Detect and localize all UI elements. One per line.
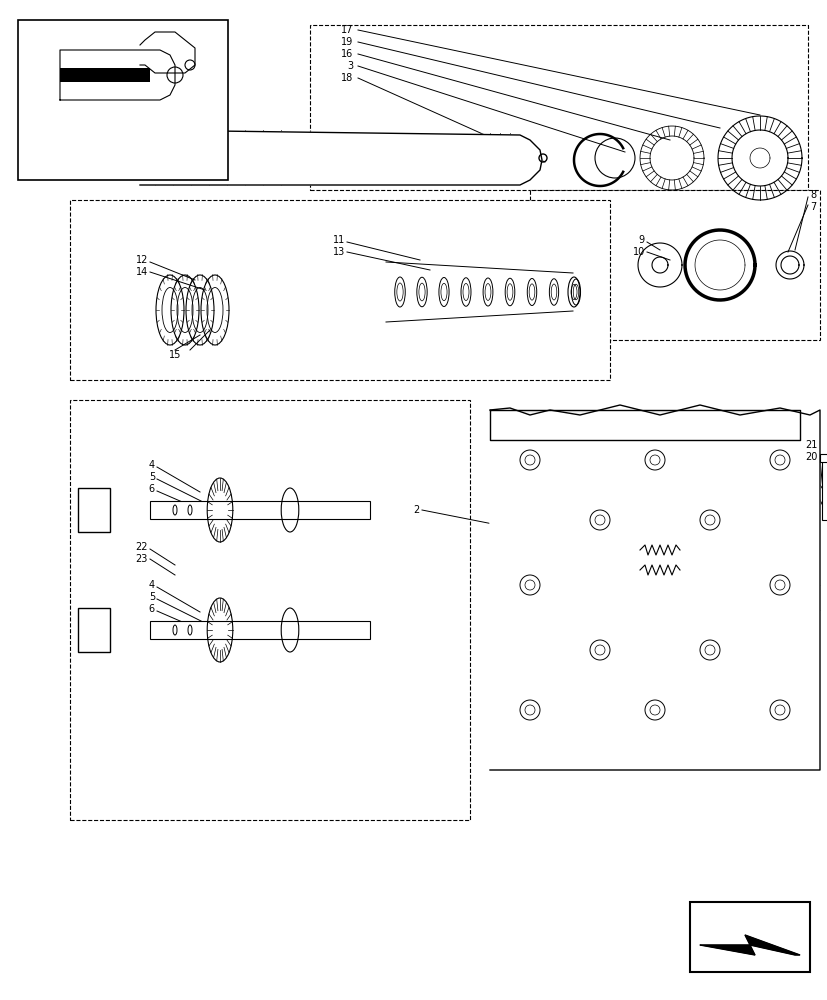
Text: 4: 4 [149, 460, 155, 470]
Text: 6: 6 [149, 484, 155, 494]
Bar [60, 68, 150, 82]
Bar [819, 454, 827, 462]
Polygon shape [140, 130, 542, 185]
Text: 10: 10 [632, 247, 644, 257]
Text: 19: 19 [341, 37, 352, 47]
Bar [821, 460, 827, 520]
Bar [78, 608, 110, 652]
Text: 16: 16 [341, 49, 352, 59]
Text: 11: 11 [332, 235, 345, 245]
Text: 17: 17 [340, 25, 352, 35]
Text: 9: 9 [638, 235, 644, 245]
Bar [70, 200, 609, 380]
Text: 21: 21 [804, 440, 816, 450]
Text: 15: 15 [169, 350, 181, 360]
Text: 5: 5 [149, 472, 155, 482]
Text: 24: 24 [88, 625, 100, 635]
Bar [689, 902, 809, 972]
Text: 14: 14 [136, 267, 148, 277]
Bar [78, 488, 110, 532]
Text: 23: 23 [136, 554, 148, 564]
Bar [150, 621, 370, 639]
Bar [529, 190, 819, 340]
Text: 4: 4 [149, 580, 155, 590]
Polygon shape [699, 935, 799, 955]
Text: 7: 7 [809, 202, 815, 212]
Text: 3: 3 [347, 61, 352, 71]
Bar [150, 501, 370, 519]
Text: 5: 5 [149, 592, 155, 602]
Polygon shape [490, 405, 819, 770]
Text: 20: 20 [804, 452, 816, 462]
Text: 18: 18 [341, 73, 352, 83]
Text: 2: 2 [414, 505, 419, 515]
Text: 12: 12 [136, 255, 148, 265]
Text: 8: 8 [809, 190, 815, 200]
Text: 22: 22 [136, 542, 148, 552]
Text: 6: 6 [149, 604, 155, 614]
Bar [18, 20, 227, 180]
Polygon shape [490, 410, 799, 440]
Text: 1: 1 [91, 505, 97, 515]
Bar [70, 400, 470, 820]
Polygon shape [60, 50, 174, 100]
Bar [309, 25, 807, 190]
Text: 13: 13 [332, 247, 345, 257]
